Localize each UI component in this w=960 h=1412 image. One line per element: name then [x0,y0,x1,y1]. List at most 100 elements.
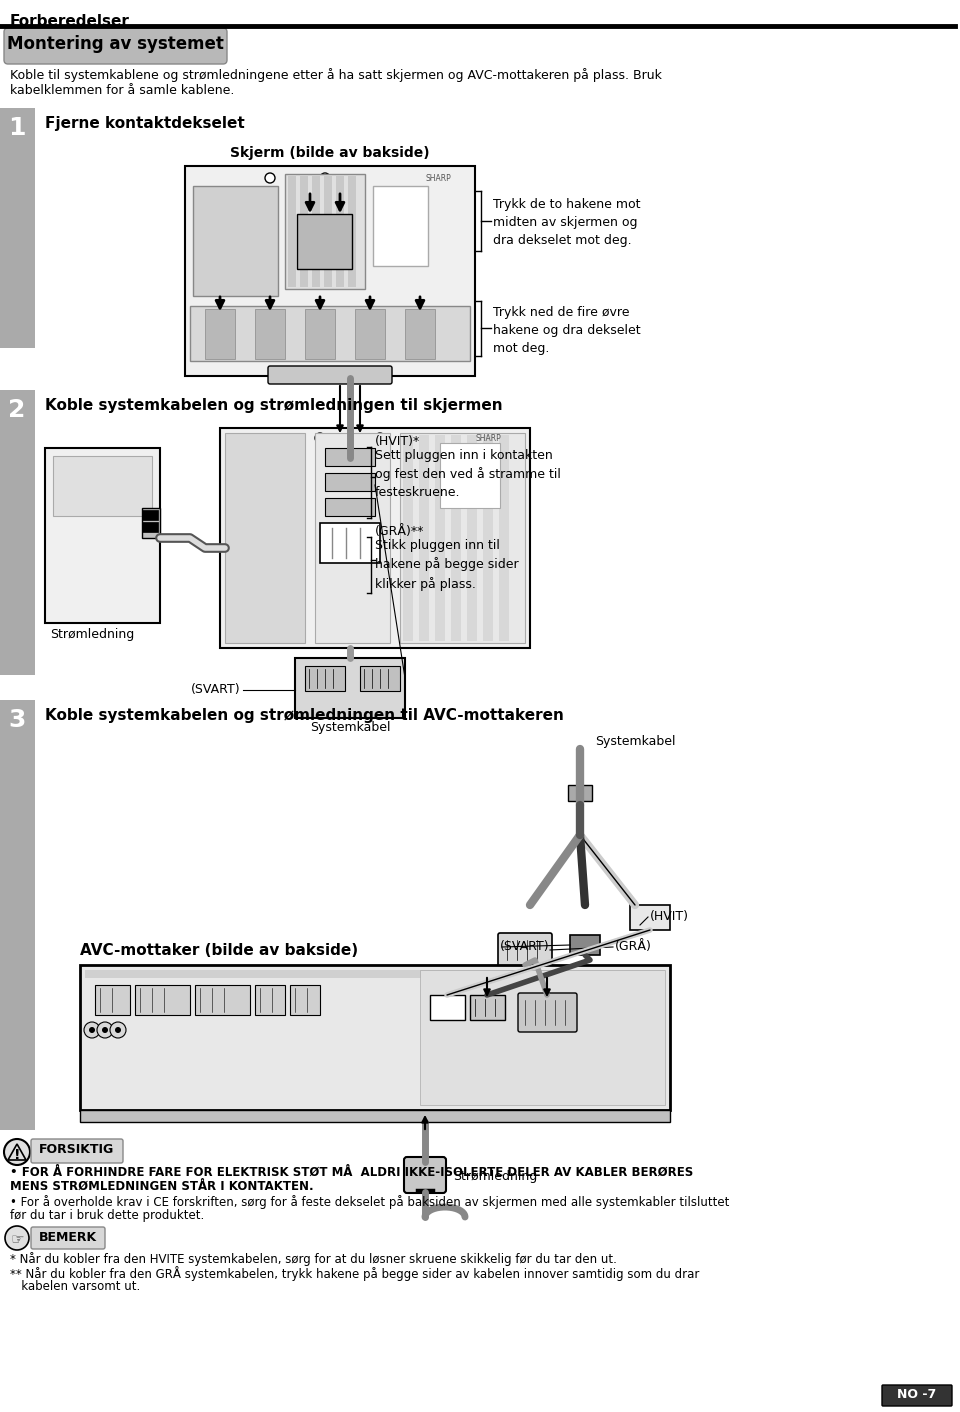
Text: Systemkabel: Systemkabel [310,722,391,734]
Text: AVC-mottaker (bilde av bakside): AVC-mottaker (bilde av bakside) [80,943,358,957]
Bar [373,186,428,265]
Text: BEMERK: BEMERK [39,1231,97,1244]
Circle shape [375,433,385,443]
Bar [312,176,320,287]
Bar [325,498,375,515]
Text: Koble systemkabelen og strømledningen til AVC-mottakeren: Koble systemkabelen og strømledningen ti… [45,707,564,723]
Circle shape [4,1139,30,1165]
Text: (SVART): (SVART) [500,940,550,953]
Bar [300,176,308,287]
Text: (SVART): (SVART) [190,683,240,696]
Bar [255,309,285,359]
Text: Koble systemkabelen og strømledningen til skjermen: Koble systemkabelen og strømledningen ti… [45,398,503,412]
Bar [220,428,530,648]
Bar [403,435,413,641]
FancyBboxPatch shape [518,993,577,1032]
Bar [336,176,344,287]
FancyBboxPatch shape [31,1227,105,1250]
Bar [315,433,390,642]
Text: !: ! [13,1148,20,1162]
Bar [440,443,500,508]
Bar [185,167,475,376]
Bar [324,176,332,287]
Bar [419,435,429,641]
Circle shape [97,1022,113,1038]
Circle shape [102,1027,108,1034]
Text: Koble til systemkablene og strømledningene etter å ha satt skjermen og AVC-motta: Koble til systemkablene og strømledninge… [10,68,661,82]
Bar [568,785,592,801]
Bar [142,508,160,538]
Text: * Når du kobler fra den HVITE systemkabelen, sørg for at du løsner skruene skikk: * Når du kobler fra den HVITE systemkabe… [10,1252,617,1267]
Bar [360,666,400,690]
Text: (GRÅ)**: (GRÅ)** [375,525,424,538]
Bar [190,306,470,361]
Bar [0,390,35,675]
Text: Stikk pluggen inn til
hakene på begge sider
klikker på plass.: Stikk pluggen inn til hakene på begge si… [375,539,518,590]
Text: 3: 3 [9,707,26,731]
Circle shape [89,1027,95,1034]
Circle shape [110,1022,126,1038]
Text: Skjerm (bilde av bakside): Skjerm (bilde av bakside) [230,145,430,160]
Circle shape [265,174,275,184]
Bar [570,935,600,955]
Bar [325,448,375,466]
Bar [0,700,35,1130]
Bar [285,174,365,289]
Text: Forberedelser: Forberedelser [10,14,130,30]
Bar [325,473,375,491]
Text: (HVIT): (HVIT) [650,909,689,923]
Bar [135,986,190,1015]
FancyBboxPatch shape [268,366,392,384]
Text: (HVIT)*: (HVIT)* [375,435,420,448]
Bar [255,986,285,1015]
Text: kabelen varsomt ut.: kabelen varsomt ut. [10,1281,140,1293]
FancyBboxPatch shape [498,933,552,967]
Bar [348,176,356,287]
FancyBboxPatch shape [4,28,227,64]
Bar [499,435,509,641]
Text: 2: 2 [9,398,26,422]
Bar [225,433,305,642]
Text: NO -7: NO -7 [898,1388,937,1401]
Text: kabelklemmen for å samle kablene.: kabelklemmen for å samle kablene. [10,83,234,97]
Circle shape [84,1022,100,1038]
Bar [80,964,670,1110]
Bar [295,658,405,717]
Text: MENS STRØMLEDNINGEN STÅR I KONTAKTEN.: MENS STRØMLEDNINGEN STÅR I KONTAKTEN. [10,1180,314,1193]
Bar [45,448,160,623]
Bar [142,522,158,532]
Bar [467,435,477,641]
Text: Systemkabel: Systemkabel [595,736,676,748]
Bar [297,215,352,270]
Text: SHARP: SHARP [475,433,501,443]
Bar [80,1110,670,1123]
Bar [85,970,665,979]
Bar [205,309,235,359]
Text: ☞: ☞ [11,1233,24,1247]
Bar [288,176,296,287]
Bar [451,435,461,641]
Text: • For å overholde krav i CE forskriften, sørg for å feste dekselet på baksiden a: • For å overholde krav i CE forskriften,… [10,1195,730,1209]
Text: før du tar i bruk dette produktet.: før du tar i bruk dette produktet. [10,1209,204,1221]
Bar [142,510,158,520]
FancyBboxPatch shape [31,1139,123,1163]
Bar [430,995,465,1019]
Text: 1: 1 [9,116,26,140]
Text: FORSIKTIG: FORSIKTIG [39,1142,114,1156]
Polygon shape [8,1144,26,1161]
Text: (GRÅ): (GRÅ) [615,940,652,953]
Text: Strømledning: Strømledning [453,1171,538,1183]
Bar [400,433,525,642]
Text: SHARP: SHARP [425,174,451,184]
Bar [305,666,345,690]
Bar [290,986,320,1015]
Text: Strømledning: Strømledning [50,628,134,641]
Bar [0,107,35,347]
Bar [405,309,435,359]
Circle shape [320,174,330,184]
Bar [53,456,152,515]
Bar [470,995,505,1019]
Bar [95,986,130,1015]
Text: ** Når du kobler fra den GRÅ systemkabelen, trykk hakene på begge sider av kabel: ** Når du kobler fra den GRÅ systemkabel… [10,1267,700,1281]
Circle shape [5,1226,29,1250]
